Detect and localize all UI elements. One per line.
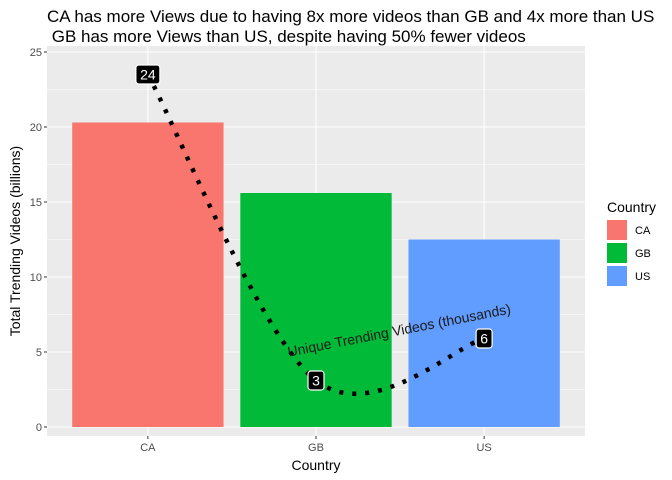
- y-axis-title: Total Trending Videos (billions): [7, 146, 23, 336]
- legend-key-ca: [607, 220, 627, 240]
- y-tick-label: 20: [30, 122, 42, 134]
- legend-label: US: [635, 271, 650, 283]
- y-tick-labels: 0 5 10 15 20 25: [30, 47, 47, 434]
- point-label-box: [307, 370, 325, 391]
- chart-subtitle: GB has more Views than US, despite havin…: [47, 27, 526, 46]
- point-label-text: 3: [312, 373, 320, 389]
- legend: Country CA GB US: [607, 199, 656, 286]
- y-tick-label: 0: [36, 422, 42, 434]
- x-tick-labels: CA GB US: [140, 436, 492, 454]
- point-label: 3: [307, 370, 325, 391]
- point-label-box: [135, 64, 161, 85]
- unique-videos-line: [145, 73, 485, 396]
- legend-key-us: [607, 266, 627, 286]
- x-tick-label: US: [476, 442, 491, 454]
- legend-label: CA: [635, 225, 651, 237]
- x-axis-title: Country: [291, 457, 340, 473]
- x-tick-label: CA: [140, 442, 156, 454]
- chart-title: CA has more Views due to having 8x more …: [47, 7, 654, 26]
- point-label-text: 6: [480, 331, 488, 347]
- legend-title: Country: [607, 199, 656, 215]
- point-label-box: [475, 328, 493, 349]
- y-tick-label: 25: [30, 47, 42, 59]
- y-tick-label: 5: [36, 347, 42, 359]
- bar-ca: [72, 122, 224, 427]
- legend-label: GB: [635, 248, 651, 260]
- point-label: 6: [475, 328, 493, 349]
- y-tick-label: 10: [30, 272, 42, 284]
- point-label-text: 24: [140, 67, 156, 83]
- x-tick-label: GB: [308, 442, 324, 454]
- point-label: 24: [135, 64, 161, 85]
- legend-key-gb: [607, 243, 627, 263]
- y-tick-label: 15: [30, 197, 42, 209]
